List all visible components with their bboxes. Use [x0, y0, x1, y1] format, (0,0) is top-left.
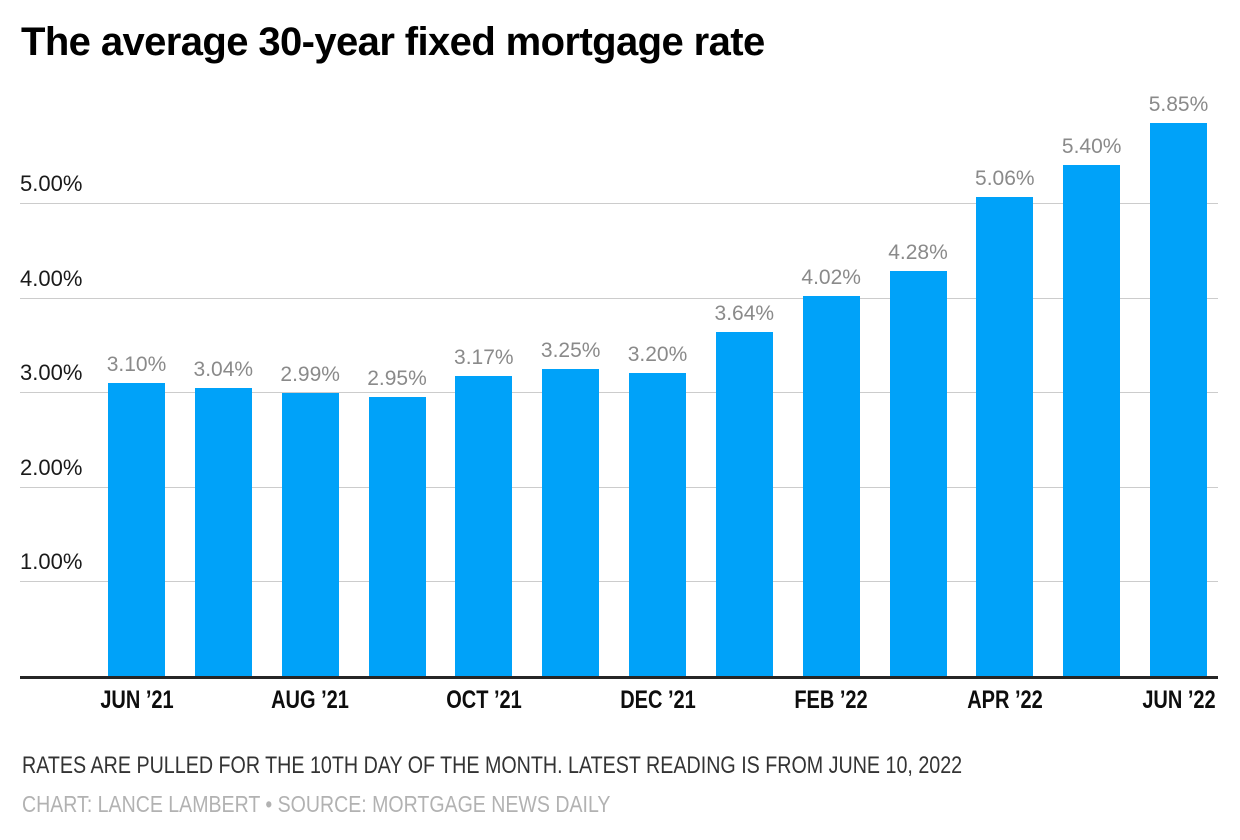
x-axis-tick-label: DEC ’21: [619, 686, 696, 714]
bar: [368, 396, 426, 676]
bar: [281, 393, 339, 676]
y-axis-tick-label: 2.00%: [20, 454, 83, 480]
gridline: [20, 581, 1218, 583]
bar: [194, 388, 252, 676]
bar-value-label: 5.40%: [1061, 135, 1122, 159]
bar: [629, 373, 686, 676]
bar: [976, 197, 1034, 676]
y-axis-tick-label: 5.00%: [20, 171, 83, 196]
x-axis-tick-label: JUN ’22: [1141, 686, 1216, 714]
chart-title: The average 30-year fixed mortgage rate: [21, 20, 765, 64]
bar-value-label: 3.10%: [106, 352, 167, 376]
x-axis-tick-label: APR ’22: [966, 686, 1043, 714]
gridline: [20, 297, 1218, 299]
bar-value-label: 3.64%: [714, 301, 775, 325]
footnote: RATES ARE PULLED FOR THE 10TH DAY OF THE…: [22, 752, 963, 779]
bar-value-label: 5.85%: [1148, 92, 1209, 116]
bar-value-label: 2.99%: [280, 363, 340, 387]
x-axis-tick-label: JUN ’21: [99, 686, 174, 714]
gridline: [20, 486, 1218, 488]
credit-line: CHART: LANCE LAMBERT • SOURCE: MORTGAGE …: [22, 791, 611, 817]
gridline: [20, 203, 1218, 204]
y-axis-tick-label: 1.00%: [20, 549, 83, 575]
x-axis-line: [20, 676, 1218, 679]
bar: [715, 331, 773, 676]
bar: [889, 271, 947, 676]
y-axis-tick-label: 4.00%: [20, 265, 83, 291]
x-axis-tick-label: FEB ’22: [794, 686, 868, 714]
bar: [1063, 165, 1121, 676]
x-axis-tick-label: AUG ’21: [271, 686, 350, 714]
bar-value-label: 3.25%: [540, 338, 601, 362]
bar-value-label: 2.95%: [367, 366, 427, 390]
bar-value-label: 5.06%: [975, 167, 1035, 191]
x-axis-tick-label: OCT ’21: [445, 686, 522, 714]
bar: [108, 382, 165, 676]
bar-value-label: 4.02%: [801, 265, 861, 289]
gridline: [20, 392, 1218, 394]
bar-value-label: 3.04%: [193, 358, 254, 382]
bar-value-label: 3.20%: [627, 343, 688, 367]
bar-value-label: 3.17%: [454, 346, 514, 370]
bar: [1150, 122, 1207, 676]
bar-value-label: 4.28%: [888, 241, 948, 265]
bar: [802, 295, 860, 676]
bar: [542, 368, 600, 676]
y-axis-tick-label: 3.00%: [20, 360, 83, 386]
bar: [455, 376, 513, 676]
